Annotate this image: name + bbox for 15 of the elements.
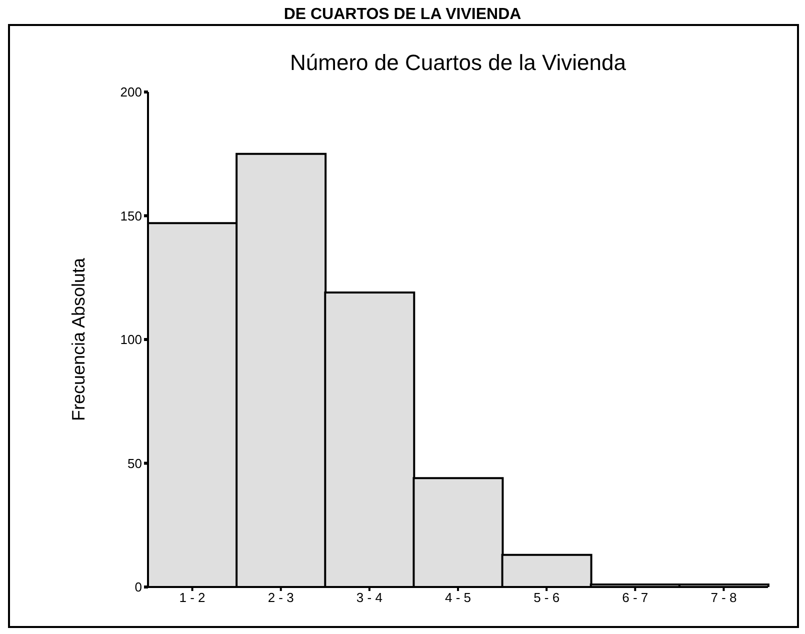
y-tick-label: 0: [134, 580, 142, 595]
x-tick-label: 2 - 3: [268, 590, 294, 606]
y-tick-label: 50: [128, 456, 142, 471]
y-tick-label: 200: [120, 84, 142, 100]
chart-title: Número de Cuartos de la Vivienda: [289, 50, 627, 76]
x-tick-label: 5 - 6: [534, 590, 560, 606]
x-tick-label: 6 - 7: [622, 590, 648, 606]
text: DE CUARTOS DE LA VIVIENDA: [282, 6, 522, 24]
y-axis-title: Frecuencia Absoluta: [68, 256, 88, 422]
x-tick-label: 3 - 4: [356, 590, 382, 606]
y-tick-label: 100: [120, 332, 142, 348]
x-tick-label: 7 - 8: [710, 590, 737, 606]
x-tick-label: 4 - 5: [444, 590, 472, 606]
y-tick-label: 150: [120, 208, 142, 224]
x-tick-label: 1 - 2: [179, 590, 206, 606]
